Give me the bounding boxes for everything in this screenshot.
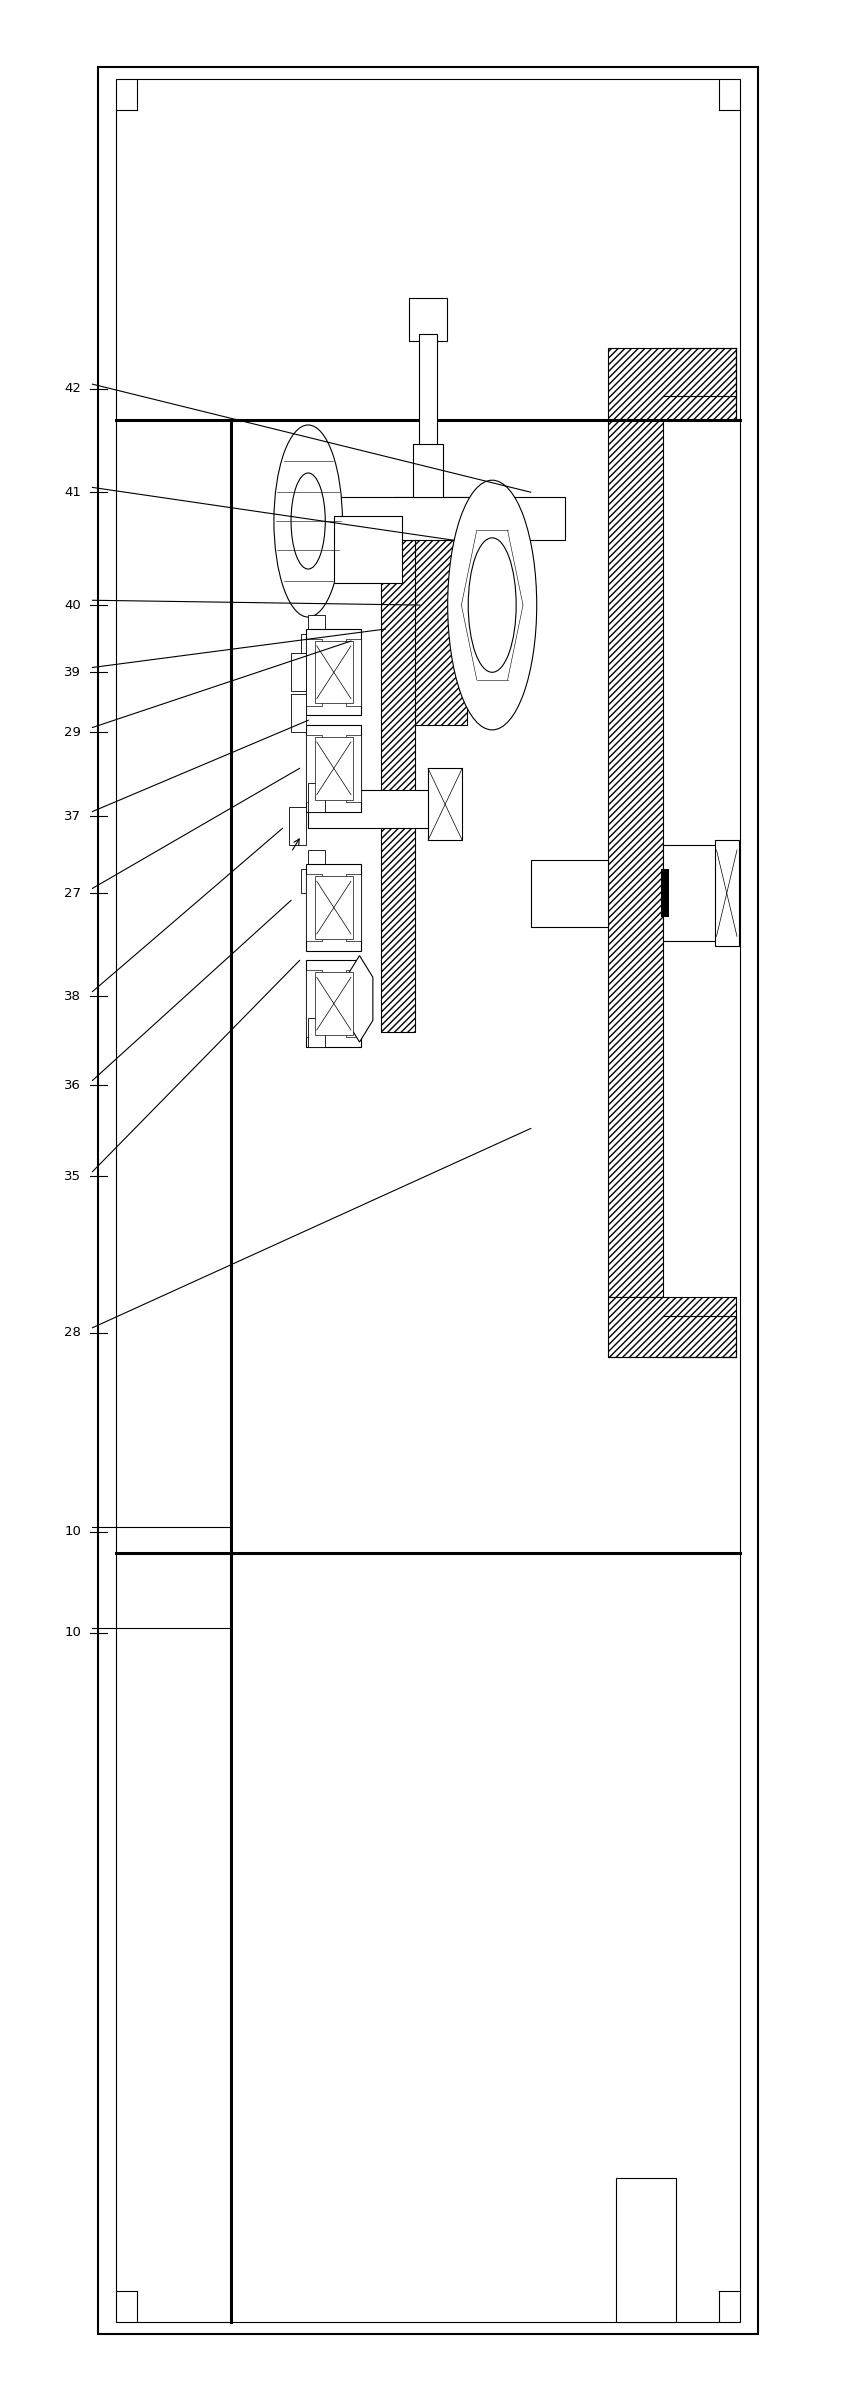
Bar	[346, 970, 361, 1037]
Text: 39: 39	[64, 665, 81, 679]
Bar	[306, 639, 322, 706]
Text: 10: 10	[64, 1625, 81, 1640]
Bar	[334, 516, 402, 583]
Bar	[308, 783, 325, 812]
Bar	[346, 874, 361, 941]
Circle shape	[291, 473, 325, 569]
Text: 40: 40	[64, 598, 81, 612]
Text: 27: 27	[64, 886, 81, 900]
Bar	[315, 972, 353, 1035]
Bar	[315, 737, 353, 800]
Bar	[98, 67, 758, 2334]
Bar	[289, 807, 306, 845]
Bar	[616, 2178, 676, 2322]
Bar	[663, 845, 728, 941]
Text: 37: 37	[64, 809, 81, 824]
Bar	[715, 840, 739, 946]
Bar	[306, 960, 361, 1047]
Bar	[116, 79, 740, 2322]
Bar	[608, 420, 663, 1297]
Bar	[728, 860, 738, 927]
Bar	[661, 869, 669, 917]
Bar	[306, 735, 322, 802]
Bar	[608, 1297, 736, 1357]
Text: 36: 36	[64, 1078, 81, 1092]
Bar	[306, 864, 361, 951]
Bar	[315, 876, 353, 939]
Bar	[608, 348, 736, 420]
Polygon shape	[346, 956, 373, 1042]
Circle shape	[468, 538, 516, 672]
Bar	[306, 629, 361, 715]
Bar	[394, 497, 467, 725]
Bar	[301, 634, 332, 658]
Bar	[308, 615, 325, 643]
Text: 28: 28	[64, 1325, 81, 1340]
Bar	[381, 540, 415, 1032]
Circle shape	[448, 480, 537, 730]
Bar	[301, 869, 332, 893]
Bar	[531, 860, 608, 927]
Bar	[291, 653, 306, 691]
Bar	[346, 735, 361, 802]
Bar	[308, 790, 449, 828]
Text: 10: 10	[64, 1525, 81, 1539]
Bar	[315, 641, 353, 703]
Text: 35: 35	[64, 1169, 81, 1184]
Text: 38: 38	[64, 989, 81, 1004]
Bar	[346, 639, 361, 706]
Bar	[419, 334, 437, 449]
Bar	[308, 1018, 325, 1047]
Bar	[306, 970, 322, 1037]
Bar	[413, 444, 443, 497]
Bar	[409, 298, 447, 341]
Bar	[325, 497, 565, 540]
Text: 42: 42	[64, 382, 81, 396]
Bar	[428, 768, 462, 840]
Text: 41: 41	[64, 485, 81, 499]
Bar	[306, 874, 322, 941]
Text: 29: 29	[64, 725, 81, 740]
Bar	[308, 850, 325, 879]
Bar	[306, 725, 361, 812]
Circle shape	[274, 425, 342, 617]
Bar	[291, 694, 306, 732]
